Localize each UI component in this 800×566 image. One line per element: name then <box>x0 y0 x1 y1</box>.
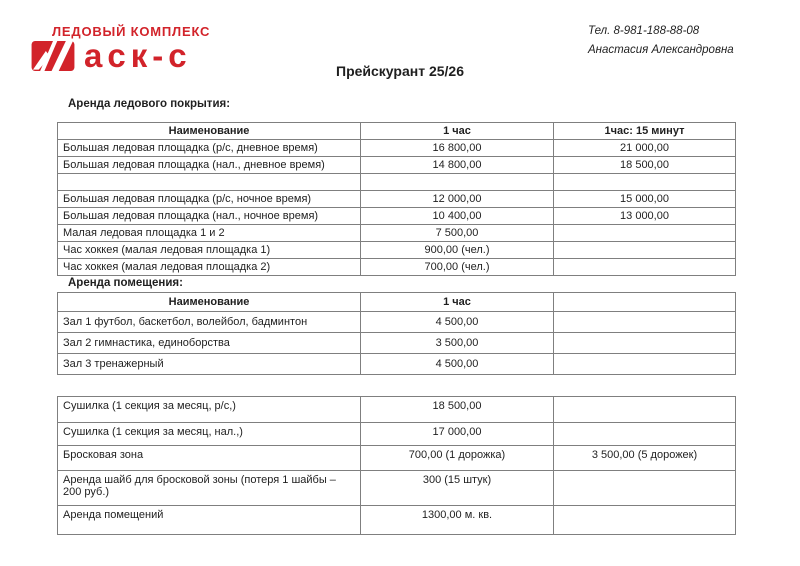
column-header: Наименование <box>57 292 361 312</box>
price-cell: 4 500,00 <box>360 311 554 333</box>
table-row: Большая ледовая площадка (р/с, дневное в… <box>57 139 736 157</box>
table-row: Большая ледовая площадка (нал., ночное в… <box>57 207 736 225</box>
page-title: Прейскурант 25/26 <box>336 63 464 79</box>
item-name-cell: Зал 3 тренажерный <box>57 353 361 375</box>
table-row: Зал 2 гимнастика, единоборства 3 500,00 <box>57 332 736 354</box>
price-cell: 10 400,00 <box>360 207 554 225</box>
price-cell <box>553 505 736 535</box>
column-header: 1час: 15 минут <box>553 122 736 140</box>
price-table-ice-rental: Наименование 1 час 1час: 15 минут Большая л… <box>57 122 736 276</box>
item-name-cell: Малая ледовая площадка 1 и 2 <box>57 224 361 242</box>
company-logo: ЛЕДОВЫЙ КОМПЛЕКС аск-с <box>30 24 211 74</box>
price-cell <box>553 258 736 276</box>
contact-person: Анастасия Александровна <box>588 44 734 56</box>
price-cell: 300 (15 штук) <box>360 470 554 506</box>
price-cell: 21 000,00 <box>553 139 736 157</box>
price-cell <box>553 241 736 259</box>
item-name-cell: Большая ледовая площадка (р/с, ночное вр… <box>57 190 361 208</box>
table-row: Бросковая зона 700,00 (1 дорожка) 3 500,00… <box>57 445 736 471</box>
item-name-cell: Зал 1 футбол, баскетбол, волейбол, бадми… <box>57 311 361 333</box>
table-header-row: Наименование 1 час <box>57 292 736 312</box>
price-cell <box>360 173 554 191</box>
price-cell: 700,00 (1 дорожка) <box>360 445 554 471</box>
price-cell <box>553 470 736 506</box>
item-name-cell: Большая ледовая площадка (нал., ночное в… <box>57 207 361 225</box>
section-heading-ice-rental: Аренда ледового покрытия: <box>68 98 231 110</box>
table-row: Большая ледовая площадка (нал., дневное … <box>57 156 736 174</box>
item-name-cell: Час хоккея (малая ледовая площадка 1) <box>57 241 361 259</box>
table-row: Час хоккея (малая ледовая площадка 1) 900… <box>57 241 736 259</box>
logo-tagline: ЛЕДОВЫЙ КОМПЛЕКС <box>52 24 211 39</box>
price-cell <box>553 422 736 446</box>
logo-mark-icon <box>31 41 75 71</box>
column-header: 1 час <box>360 292 554 312</box>
section-heading-room-rental: Аренда помещения: <box>68 277 183 289</box>
price-cell: 15 000,00 <box>553 190 736 208</box>
item-name-cell: Большая ледовая площадка (нал., дневное … <box>57 156 361 174</box>
price-cell: 1300,00 м. кв. <box>360 505 554 535</box>
price-cell: 17 000,00 <box>360 422 554 446</box>
price-cell: 7 500,00 <box>360 224 554 242</box>
price-cell: 12 000,00 <box>360 190 554 208</box>
price-cell: 18 500,00 <box>360 396 554 423</box>
table-row: Большая ледовая площадка (р/с, ночное вр… <box>57 190 736 208</box>
table-row: Час хоккея (малая ледовая площадка 2) 700… <box>57 258 736 276</box>
item-name-cell: Большая ледовая площадка (р/с, дневное в… <box>57 139 361 157</box>
table-row: Зал 1 футбол, баскетбол, волейбол, бадми… <box>57 311 736 333</box>
item-name-cell <box>57 173 361 191</box>
price-cell: 3 500,00 (5 дорожек) <box>553 445 736 471</box>
table-header-row: Наименование 1 час 1час: 15 минут <box>57 122 736 140</box>
column-header <box>553 292 736 312</box>
item-name-cell: Аренда помещений <box>57 505 361 535</box>
table-row: Сушилка (1 секция за месяц, р/с,) 18 500,… <box>57 396 736 423</box>
item-name-cell: Сушилка (1 секция за месяц, р/с,) <box>57 396 361 423</box>
price-cell: 16 800,00 <box>360 139 554 157</box>
contact-block: Тел. 8-981-188-88-08 Анастасия Александр… <box>588 22 734 60</box>
price-cell: 3 500,00 <box>360 332 554 354</box>
item-name-cell: Зал 2 гимнастика, единоборства <box>57 332 361 354</box>
column-header: 1 час <box>360 122 554 140</box>
item-name-cell: Аренда шайб для бросковой зоны (потеря 1… <box>57 470 361 506</box>
price-cell <box>553 311 736 333</box>
table-row <box>57 173 736 191</box>
item-name-cell: Час хоккея (малая ледовая площадка 2) <box>57 258 361 276</box>
table-row: Аренда шайб для бросковой зоны (потеря 1… <box>57 470 736 506</box>
price-cell <box>553 353 736 375</box>
price-cell: 700,00 (чел.) <box>360 258 554 276</box>
price-cell <box>553 224 736 242</box>
column-header: Наименование <box>57 122 361 140</box>
price-cell <box>553 396 736 423</box>
contact-phone: Тел. 8-981-188-88-08 <box>588 25 700 37</box>
table-row: Сушилка (1 секция за месяц, нал.,) 17 000… <box>57 422 736 446</box>
price-cell <box>553 173 736 191</box>
item-name-cell: Бросковая зона <box>57 445 361 471</box>
price-cell: 900,00 (чел.) <box>360 241 554 259</box>
price-cell: 18 500,00 <box>553 156 736 174</box>
price-table-room-rental: Наименование 1 час Зал 1 футбол, баскетбол… <box>57 292 736 375</box>
table-row: Зал 3 тренажерный 4 500,00 <box>57 353 736 375</box>
table-row: Аренда помещений 1300,00 м. кв. <box>57 505 736 535</box>
item-name-cell: Сушилка (1 секция за месяц, нал.,) <box>57 422 361 446</box>
logo-wordmark: аск-с <box>84 37 192 74</box>
price-cell: 13 000,00 <box>553 207 736 225</box>
price-table-misc: Сушилка (1 секция за месяц, р/с,) 18 500,… <box>57 396 736 535</box>
price-cell: 14 800,00 <box>360 156 554 174</box>
price-cell <box>553 332 736 354</box>
price-cell: 4 500,00 <box>360 353 554 375</box>
